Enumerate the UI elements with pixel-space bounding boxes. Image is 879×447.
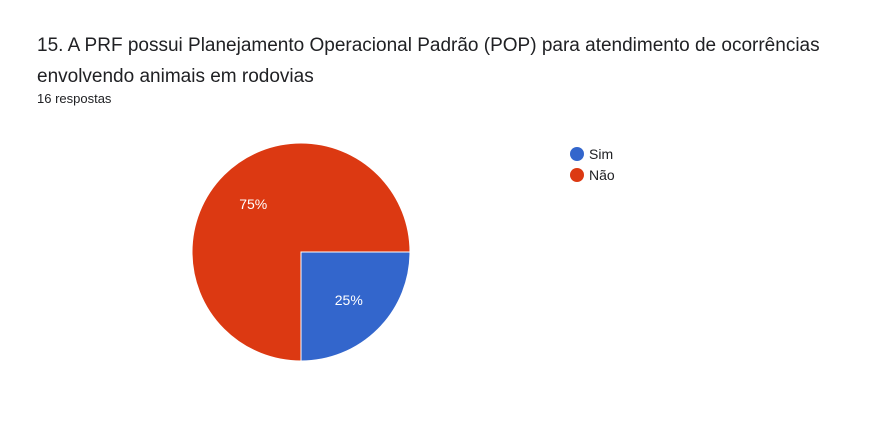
pie-slice-nao[interactable] xyxy=(191,142,411,362)
legend-item[interactable]: Sim xyxy=(570,143,615,164)
legend-label: Não xyxy=(589,166,615,183)
slice-label: 75% xyxy=(239,196,267,212)
legend-swatch xyxy=(570,146,584,161)
question-title: 15. A PRF possui Planejamento Operaciona… xyxy=(37,35,820,87)
response-count: 16 respostas xyxy=(37,91,112,106)
pie-slice-sim[interactable] xyxy=(300,251,411,362)
chart-legend: Sim Não xyxy=(570,143,615,185)
slice-label: 25% xyxy=(335,292,363,308)
legend-label: Sim xyxy=(589,145,614,162)
legend-swatch xyxy=(570,167,584,182)
legend-item[interactable]: Não xyxy=(570,164,615,185)
